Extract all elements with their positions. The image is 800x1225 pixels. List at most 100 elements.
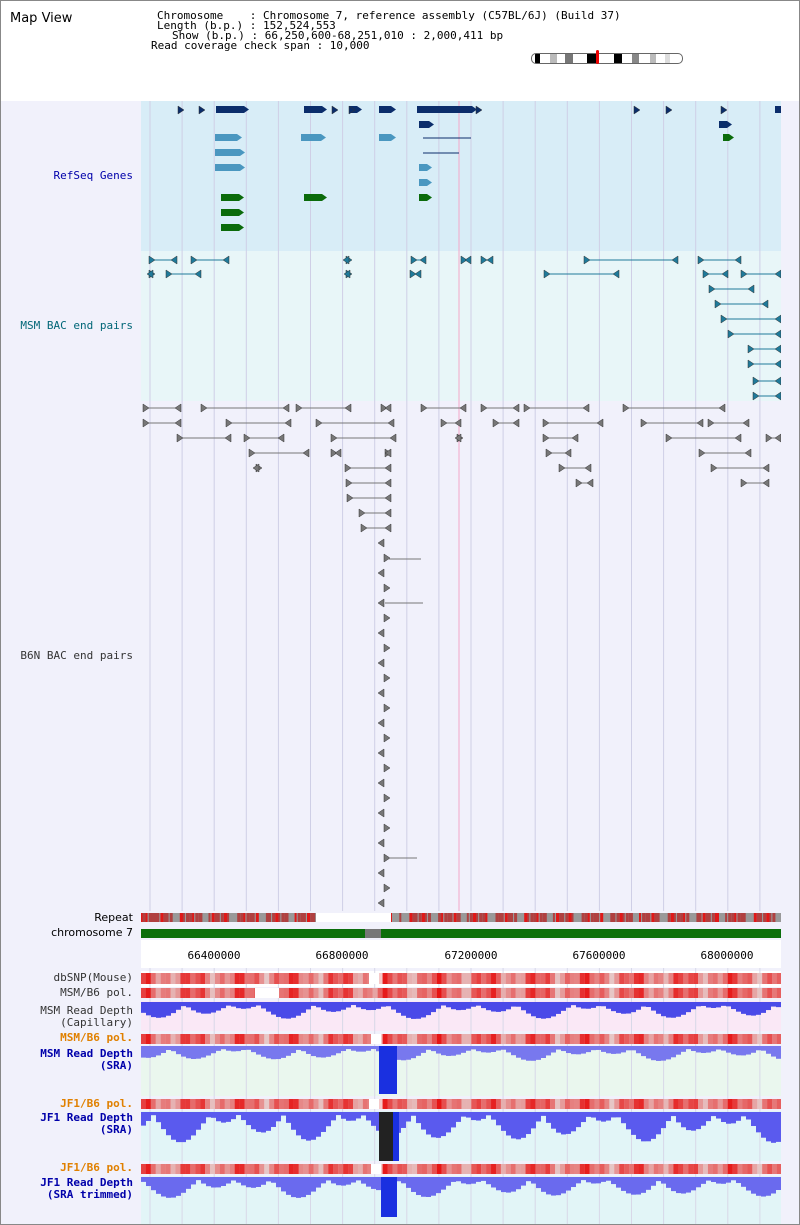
heat-cell: [520, 1164, 526, 1174]
b6n-bac-track-label[interactable]: B6N BAC end pairs: [20, 649, 133, 662]
heat-cell: [629, 973, 635, 984]
repeat-mark: [217, 913, 220, 922]
heat-cell: [303, 1164, 309, 1174]
depth-bar: [491, 1112, 496, 1120]
heat-cell: [180, 1034, 186, 1044]
repeat-mark: [214, 913, 219, 922]
heat-cell: [658, 1034, 664, 1044]
heat-cell: [407, 1099, 413, 1109]
heat-cell: [195, 1034, 201, 1044]
depth-bar: [761, 1002, 766, 1013]
heat-cell: [175, 1099, 181, 1109]
depth-bar: [536, 1177, 541, 1189]
repeat-mark: [249, 913, 254, 922]
msm-pol-sra-track-label[interactable]: MSM/B6 pol.: [60, 1031, 133, 1044]
depth-bar: [706, 1177, 711, 1181]
chromosome-ideogram[interactable]: [531, 53, 683, 64]
heat-cell: [170, 1164, 176, 1174]
depth-bar: [246, 1177, 251, 1188]
depth-bar: [556, 1046, 561, 1050]
refseq-track-label[interactable]: RefSeq Genes: [53, 169, 133, 182]
jf1-pol-track-label[interactable]: JF1/B6 pol.: [60, 1097, 133, 1110]
depth-bar: [431, 1046, 436, 1052]
depth-bar: [701, 1112, 706, 1126]
heat-cell: [643, 1164, 649, 1174]
refseq-genes[interactable]: [177, 105, 781, 231]
depth-bar: [531, 1177, 536, 1184]
depth-bar: [601, 1112, 606, 1122]
depth-bar: [301, 1002, 306, 1013]
depth-bar: [271, 1112, 276, 1127]
depth-bar: [441, 1002, 446, 1006]
depth-bar: [526, 1002, 531, 1014]
heat-cell: [643, 1034, 649, 1044]
heat-cell: [185, 988, 191, 998]
msm-capillary-depth-label[interactable]: MSM Read Depth (Capillary): [40, 1005, 133, 1029]
gene-block: [419, 194, 427, 201]
gene-arrow: [391, 134, 396, 141]
heat-cell: [550, 1099, 556, 1109]
heat-cell: [451, 1099, 457, 1109]
heat-cell: [377, 988, 383, 998]
heat-cell: [402, 1034, 408, 1044]
jf1-pol-trim-track-label[interactable]: JF1/B6 pol.: [60, 1161, 133, 1174]
msm-pol-track-label[interactable]: MSM/B6 pol.: [60, 986, 133, 999]
depth-bar: [446, 1112, 451, 1133]
heat-cell: [703, 1034, 709, 1044]
heat-cell: [707, 1099, 713, 1109]
depth-bar: [581, 1177, 586, 1181]
heat-cell: [653, 1164, 659, 1174]
depth-bar: [766, 1177, 771, 1196]
jf1-depth-label[interactable]: JF1 Read Depth (SRA): [40, 1112, 133, 1136]
heat-cell: [308, 988, 314, 998]
depth-bar: [471, 1177, 476, 1184]
heat-cell: [446, 1034, 452, 1044]
heat-cell: [673, 988, 679, 998]
heat-cell: [629, 1164, 635, 1174]
depth-bar: [496, 1177, 501, 1191]
repeat-mark: [616, 913, 620, 922]
read-depth-plots: [141, 1002, 781, 1217]
heat-cell: [318, 1099, 324, 1109]
heat-cell: [323, 1034, 329, 1044]
depth-bar: [321, 1002, 326, 1010]
heat-cell: [491, 1099, 497, 1109]
depth-bar: [296, 1177, 301, 1198]
heat-cell: [762, 1164, 768, 1174]
dbsnp-track-label[interactable]: dbSNP(Mouse): [53, 971, 133, 984]
depth-bar: [701, 1002, 706, 1006]
end-arrow: [480, 403, 488, 413]
heat-cell: [150, 973, 156, 984]
heat-cell: [678, 1164, 684, 1174]
depth-bar: [536, 1112, 541, 1122]
depth-bar: [651, 1177, 656, 1186]
depth-bar: [506, 1002, 511, 1010]
depth-bar: [471, 1046, 476, 1050]
depth-bar: [171, 1002, 176, 1014]
depth-bar: [421, 1112, 426, 1130]
heat-cell: [412, 1034, 418, 1044]
msm-bac-end-pairs[interactable]: [146, 255, 781, 401]
msm-bac-track-label[interactable]: MSM BAC end pairs: [20, 319, 133, 332]
depth-bar: [516, 1046, 521, 1058]
msm-sra-depth-label[interactable]: MSM Read Depth (SRA): [40, 1048, 133, 1072]
heat-cell: [471, 1099, 477, 1109]
heat-cell: [244, 988, 250, 998]
depth-bar: [551, 1046, 556, 1053]
depth-bar: [221, 1177, 226, 1186]
depth-bar: [466, 1002, 471, 1009]
b6n-bac-end-pairs[interactable]: [142, 403, 781, 908]
heat-cell: [283, 1099, 289, 1109]
gene-arrow: [357, 106, 362, 113]
end-arrow: [761, 299, 769, 309]
heat-cell: [352, 988, 358, 998]
jf1-trim-depth-label[interactable]: JF1 Read Depth (SRA trimmed): [40, 1177, 133, 1201]
depth-bar: [751, 1177, 756, 1194]
depth-bar: [366, 1112, 371, 1121]
depth-bar: [446, 1002, 451, 1008]
depth-bar: [266, 1002, 271, 1012]
genome-browser-plot[interactable]: 66400000 66800000 67200000 67600000 6800…: [141, 1, 781, 1224]
heat-cell: [417, 1164, 423, 1174]
heat-cell: [318, 973, 324, 984]
heat-cell: [293, 973, 299, 984]
